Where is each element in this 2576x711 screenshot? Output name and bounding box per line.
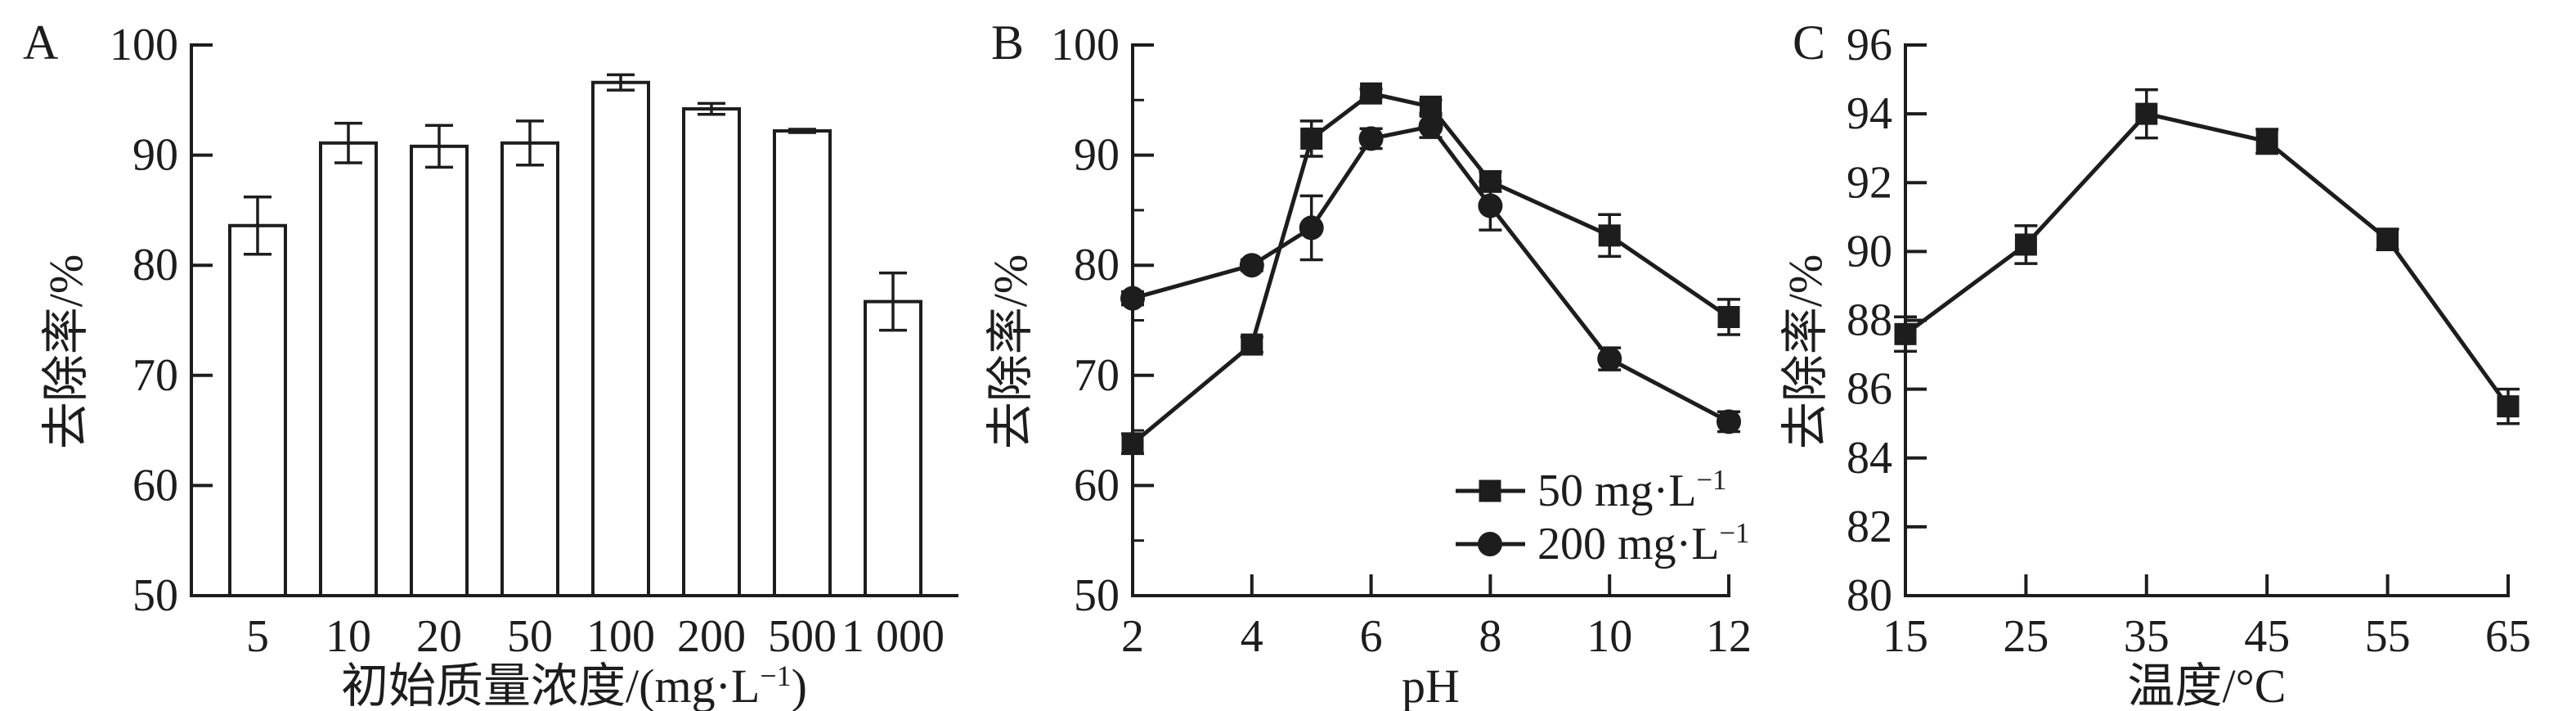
legend-label: 200 mg·L−1 <box>1537 517 1749 569</box>
bar <box>864 299 922 597</box>
bar <box>591 80 650 598</box>
y-tick-label: 90 <box>132 130 178 181</box>
bar <box>682 107 741 597</box>
y-tick-label: 100 <box>110 20 178 70</box>
x-tick-label: 10 <box>325 611 371 662</box>
legend-label: 50 mg·L−1 <box>1537 464 1726 516</box>
y-axis-title: 去除率/% <box>1779 254 1832 449</box>
x-tick-label: 12 <box>1706 611 1752 662</box>
x-tick-label: 15 <box>1883 611 1928 662</box>
data-point <box>1300 127 1323 150</box>
x-axis-title: 初始质量浓度/(mg·L−1) <box>341 659 807 711</box>
data-point <box>1120 286 1145 311</box>
x-tick-label: 65 <box>2485 611 2531 662</box>
x-tick-label: 35 <box>2124 611 2170 662</box>
data-point <box>1598 224 1621 247</box>
data-point <box>1121 432 1144 455</box>
y-tick-label: 94 <box>1847 88 1892 139</box>
y-tick-label: 50 <box>1074 570 1120 621</box>
bar <box>228 223 287 597</box>
y-tick-label: 50 <box>132 570 178 621</box>
bar <box>410 144 469 598</box>
y-tick-label: 96 <box>1847 20 1892 70</box>
data-point <box>1360 82 1383 105</box>
y-axis-title: 去除率/% <box>984 254 1037 449</box>
data-point <box>1478 532 1502 556</box>
legend-item: 50 mg·L−1 <box>1456 464 1726 516</box>
y-tick-label: 80 <box>1847 570 1892 621</box>
x-tick-label: 25 <box>2003 611 2049 662</box>
x-axis-title: pH <box>1402 659 1460 711</box>
data-point <box>1597 346 1622 371</box>
data-point <box>1239 253 1264 278</box>
data-point <box>2014 233 2037 256</box>
y-tick-label: 82 <box>1847 502 1892 552</box>
y-tick-label: 90 <box>1847 226 1892 277</box>
data-point <box>1717 409 1741 434</box>
panel-a-bar-chart: 50 60 70 80 90 100 5 10 20 50 100 200 500 1 000 初始质量浓度… <box>39 20 958 711</box>
x-tick-label: 45 <box>2244 611 2290 662</box>
panel-label-c: C <box>1793 16 1826 70</box>
data-point <box>1241 333 1263 356</box>
data-point <box>1420 95 1442 118</box>
series-line <box>1904 111 2511 408</box>
series-line <box>1132 124 1730 424</box>
x-axis-title: 温度/°C <box>2128 659 2287 711</box>
x-tick-label: 5 <box>246 611 269 662</box>
data-point <box>1478 193 1503 218</box>
data-point <box>1894 322 1917 345</box>
x-tick-label: 10 <box>1586 611 1632 662</box>
data-point <box>2135 102 2158 125</box>
y-tick-label: 80 <box>1074 240 1120 290</box>
panel-label-b: B <box>991 16 1025 70</box>
y-tick-label: 88 <box>1847 295 1892 346</box>
y-tick-label: 70 <box>1074 350 1120 401</box>
y-tick-label: 84 <box>1847 433 1892 484</box>
y-tick-label: 80 <box>132 240 178 290</box>
x-tick-label: 500 <box>768 611 837 662</box>
data-point <box>2255 130 2278 153</box>
data-point <box>2497 395 2520 418</box>
x-tick-label: 20 <box>416 611 462 662</box>
bar <box>773 128 832 598</box>
x-tick-label: 50 <box>507 611 553 662</box>
x-tick-label: 8 <box>1479 611 1501 662</box>
x-tick-label: 6 <box>1360 611 1383 662</box>
axes <box>190 43 958 597</box>
y-axis-title: 去除率/% <box>39 254 92 449</box>
panel-c-line-chart: 80 82 84 86 88 90 92 94 96 15 25 35 45 55 65 温度/°C 去除率/% <box>1779 20 2531 711</box>
y-tick-label: 86 <box>1847 364 1892 415</box>
bar <box>500 141 559 597</box>
x-tick-label: 1 000 <box>841 611 945 662</box>
y-tick-label: 60 <box>132 460 178 511</box>
legend-item: 200 mg·L−1 <box>1456 517 1749 569</box>
data-point <box>1717 305 1740 328</box>
y-tick-label: 70 <box>132 350 178 401</box>
y-tick-label: 90 <box>1074 130 1120 181</box>
series-line <box>1131 91 1730 446</box>
x-tick-label: 200 <box>677 611 746 662</box>
bar <box>319 141 378 597</box>
data-point <box>1479 479 1501 502</box>
data-point <box>1358 126 1384 151</box>
x-tick-label: 100 <box>586 611 655 662</box>
y-tick-label: 100 <box>1051 20 1120 70</box>
x-tick-label: 2 <box>1121 611 1144 662</box>
data-point <box>1299 215 1324 241</box>
x-tick-label: 4 <box>1241 611 1263 662</box>
y-tick-label: 60 <box>1074 460 1120 511</box>
x-tick-label: 55 <box>2365 611 2411 662</box>
data-point <box>1418 114 1443 139</box>
data-point <box>2376 228 2399 251</box>
y-tick-label: 92 <box>1847 157 1892 208</box>
panel-label-a: A <box>23 16 59 70</box>
